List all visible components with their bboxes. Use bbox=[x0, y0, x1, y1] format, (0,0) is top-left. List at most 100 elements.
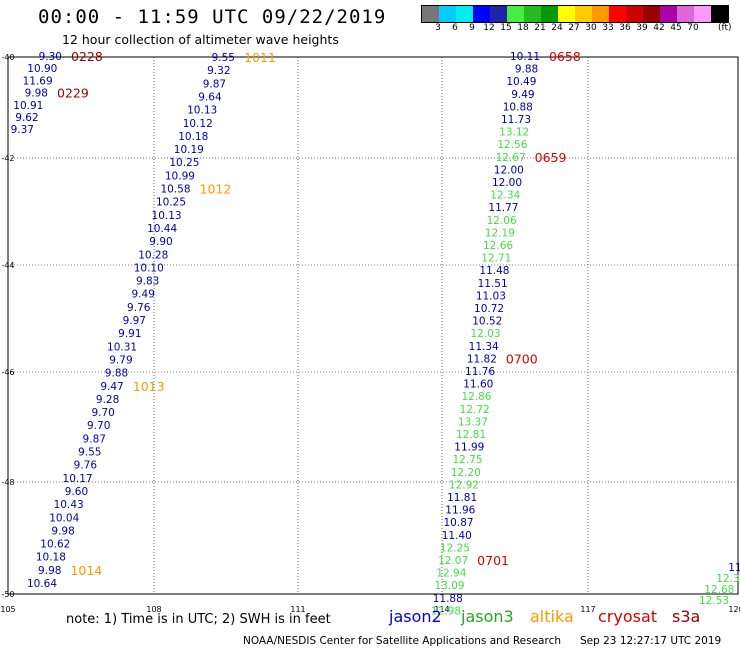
color-scale-label: 36 bbox=[619, 23, 631, 33]
wave-height-value: 12.94 bbox=[436, 568, 466, 580]
wave-height-value: 11.76 bbox=[465, 366, 495, 378]
wave-height-value: 11.34 bbox=[469, 341, 499, 353]
satellite-legend-item: jason2 bbox=[389, 607, 442, 626]
satellite-legend-item: s3a bbox=[672, 607, 701, 626]
wave-height-value: 12.25 bbox=[440, 542, 470, 554]
wave-height-value: 10.91 bbox=[13, 100, 43, 112]
footer-note: note: 1) Time is in UTC; 2) SWH is in fe… bbox=[66, 612, 331, 627]
satellite-legend-item: altika bbox=[530, 607, 574, 626]
color-scale-label: 9 bbox=[469, 23, 475, 33]
wave-height-value: 10.88 bbox=[503, 101, 533, 113]
pass-time-label: 0658 bbox=[549, 49, 581, 64]
wave-height-value: 11.69 bbox=[23, 75, 53, 87]
wave-height-value: 11.96 bbox=[445, 505, 475, 517]
wave-height-value: 9.98 bbox=[51, 525, 74, 537]
wave-height-value: 11.82 bbox=[467, 353, 497, 365]
wave-height-value: 9.76 bbox=[74, 460, 98, 472]
wave-height-value: 12.00 bbox=[492, 177, 522, 189]
wave-height-value: 12.86 bbox=[461, 391, 491, 403]
color-scale-label: 18 bbox=[517, 23, 529, 33]
wave-height-value: 12.75 bbox=[452, 454, 482, 466]
color-swatch bbox=[609, 6, 626, 22]
wave-height-value: 11.60 bbox=[463, 379, 493, 391]
wave-height-value: 10.11 bbox=[510, 51, 540, 63]
color-swatch bbox=[473, 6, 490, 22]
color-swatch bbox=[694, 6, 711, 22]
wave-height-value: 10.43 bbox=[54, 499, 84, 511]
wave-height-value: 13.12 bbox=[499, 127, 529, 139]
color-swatch bbox=[711, 6, 728, 22]
longitude-tick-label: 114 bbox=[434, 605, 449, 614]
color-swatch bbox=[677, 6, 694, 22]
pass-time-label: 1013 bbox=[133, 379, 165, 394]
wave-height-value: 10.99 bbox=[165, 170, 195, 182]
color-swatch bbox=[490, 6, 507, 22]
wave-height-value: 12.72 bbox=[460, 404, 490, 416]
wave-height-value: 10.25 bbox=[156, 197, 186, 209]
latitude-tick-label: -46 bbox=[1, 368, 14, 377]
color-scale-label: 6 bbox=[452, 23, 458, 33]
page-title: 00:00 - 11:59 UTC 09/22/2019 bbox=[38, 6, 387, 28]
wave-height-value: 12.81 bbox=[456, 429, 486, 441]
longitude-tick-label: 105 bbox=[0, 605, 15, 614]
wave-height-value: 11.40 bbox=[442, 530, 472, 542]
latitude-tick-label: -40 bbox=[1, 53, 14, 62]
wave-height-value: 9.64 bbox=[198, 91, 222, 103]
wave-height-value: 10.31 bbox=[107, 341, 137, 353]
pass-time-label: 0701 bbox=[477, 553, 509, 568]
wave-height-value: 10.18 bbox=[178, 131, 208, 143]
wave-height-value: 10.18 bbox=[36, 552, 66, 564]
wave-height-value: 10.87 bbox=[444, 517, 474, 529]
color-scale-labels: 3 6 9 12 15 18 21 24 27 30 33 36 39 42 45 70 bbox=[421, 23, 740, 35]
wave-height-value: 9.49 bbox=[132, 289, 155, 301]
wave-height-value: 9.83 bbox=[136, 276, 159, 288]
wave-height-value: 11.99 bbox=[454, 442, 484, 454]
wave-height-value: 9.49 bbox=[511, 89, 534, 101]
wave-height-value: 9.91 bbox=[118, 328, 141, 340]
color-swatch bbox=[507, 6, 524, 22]
wave-height-value: 12.00 bbox=[494, 164, 524, 176]
wave-height-value: 12.56 bbox=[497, 139, 527, 151]
color-scale-label: 42 bbox=[653, 23, 665, 33]
wave-height-value: 10.58 bbox=[160, 184, 190, 196]
wave-height-value: 11.03 bbox=[476, 290, 506, 302]
wave-height-value: 11.88 bbox=[433, 593, 463, 605]
wave-height-value: 9.87 bbox=[203, 78, 226, 90]
pass-time-label: 0659 bbox=[535, 150, 567, 165]
wave-height-value: 9.98 bbox=[25, 88, 48, 100]
color-swatch bbox=[439, 6, 456, 22]
pass-time-label: 1014 bbox=[70, 563, 102, 578]
wave-height-value: 12.98 bbox=[431, 605, 461, 617]
map-frame bbox=[7, 56, 739, 595]
wave-height-value: 9.90 bbox=[149, 236, 172, 248]
longitude-tick-label: 111 bbox=[290, 605, 305, 614]
wave-height-value: 9.97 bbox=[123, 315, 146, 327]
color-swatch bbox=[558, 6, 575, 22]
wave-height-value: 10.25 bbox=[169, 157, 199, 169]
color-swatch bbox=[422, 6, 439, 22]
wave-height-value: 11.81 bbox=[447, 492, 477, 504]
wave-height-value: 10.72 bbox=[474, 303, 504, 315]
wave-height-value: 9.87 bbox=[83, 433, 106, 445]
wave-height-value: 12.67 bbox=[496, 152, 526, 164]
wave-height-value: 9.28 bbox=[96, 394, 119, 406]
wave-height-value: 11.73 bbox=[501, 114, 531, 126]
latitude-tick-label: -42 bbox=[1, 154, 14, 163]
latitude-tick-label: -44 bbox=[1, 261, 14, 270]
wave-height-value: 9.79 bbox=[109, 354, 132, 366]
wave-height-value: 10.19 bbox=[174, 144, 204, 156]
wave-height-value: 9.76 bbox=[127, 302, 151, 314]
color-scale-label: 12 bbox=[483, 23, 495, 33]
wave-height-value: 9.88 bbox=[515, 64, 538, 76]
color-scale-label: 45 bbox=[670, 23, 682, 33]
color-scale-label: 27 bbox=[568, 23, 580, 33]
color-scale-label: 15 bbox=[500, 23, 512, 33]
pass-time-label: 0229 bbox=[57, 86, 89, 101]
wave-height-value: 9.70 bbox=[91, 407, 114, 419]
wave-height-value: 12.07 bbox=[438, 555, 468, 567]
color-swatch bbox=[643, 6, 660, 22]
color-scale-label: 30 bbox=[585, 23, 597, 33]
wave-height-value: 9.37 bbox=[11, 124, 34, 136]
wave-height-value: 12.20 bbox=[451, 467, 481, 479]
